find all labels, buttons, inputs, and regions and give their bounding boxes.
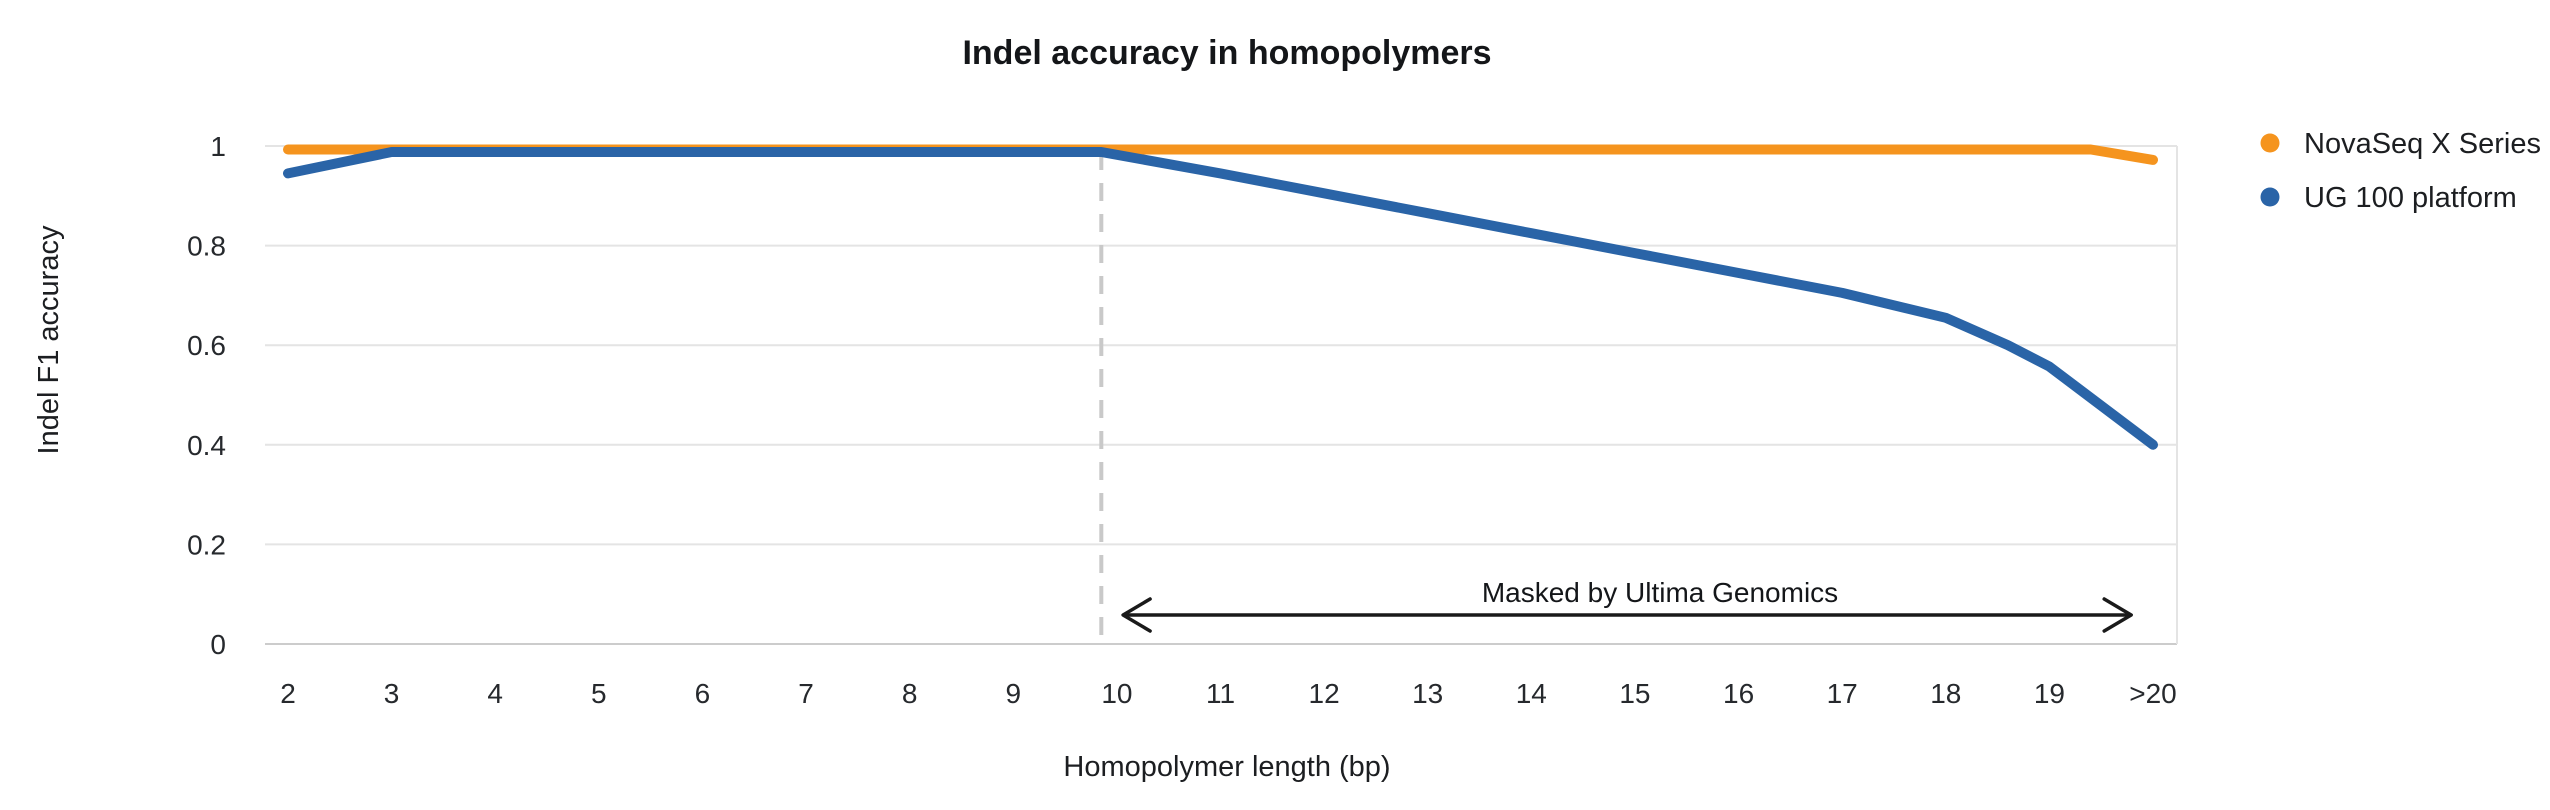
arrow-head-right (2102, 597, 2133, 633)
x-tick-label: 5 (591, 678, 607, 709)
series-layer (283, 144, 2158, 450)
x-tick-label: 16 (1723, 678, 1754, 709)
x-tick-label: 17 (1827, 678, 1858, 709)
y-tick-label: 0.8 (187, 231, 226, 262)
x-tick-label: 3 (384, 678, 400, 709)
series-line-ug-100-platform (283, 147, 2158, 450)
x-tick-label: 18 (1930, 678, 1961, 709)
x-tick-label: 19 (2034, 678, 2065, 709)
y-tick-label: 0.2 (187, 529, 226, 560)
y-axis-label: Indel F1 accuracy (33, 225, 65, 454)
y-tick-label: 0.4 (187, 430, 226, 461)
x-tick-label: 11 (1206, 678, 1235, 709)
x-axis-label: Homopolymer length (bp) (1063, 751, 1390, 783)
y-tick-label: 0 (210, 629, 226, 660)
y-tick-label: 0.6 (187, 330, 226, 361)
x-tick-label: 7 (798, 678, 814, 709)
x-tick-label: 6 (695, 678, 711, 709)
x-tick-label: 2 (280, 678, 296, 709)
y-tick-label: 1 (210, 131, 226, 162)
chart-title: Indel accuracy in homopolymers (962, 34, 1491, 72)
legend: NovaSeq X Series UG 100 platform (2260, 128, 2541, 214)
masked-region-label: Masked by Ultima Genomics (1482, 577, 1838, 608)
legend-marker-ug-100-platform (2260, 187, 2280, 207)
plot-area (265, 146, 2177, 644)
legend-label-novaseq-x-series: NovaSeq X Series (2304, 128, 2541, 160)
x-tick-label: >20 (2129, 678, 2177, 709)
x-tick-label: 9 (1006, 678, 1022, 709)
masked-region-arrow (1121, 597, 2133, 633)
legend-label-ug-100-platform: UG 100 platform (2304, 182, 2517, 214)
x-tick-label: 15 (1619, 678, 1650, 709)
x-tick-label: 12 (1309, 678, 1340, 709)
arrow-head-left (1121, 597, 1152, 633)
x-tick-label: 10 (1101, 678, 1132, 709)
x-tick-label: 14 (1516, 678, 1547, 709)
grid-layer: 00.20.40.60.812 3 4 5 6 7 8 9 10 11 12 13 14 15 16 17 18… (187, 131, 2178, 709)
x-tick-label: 8 (902, 678, 918, 709)
x-tick-label: 13 (1412, 678, 1443, 709)
legend-marker-novaseq-x-series (2260, 133, 2280, 153)
x-tick-label: 4 (487, 678, 503, 709)
